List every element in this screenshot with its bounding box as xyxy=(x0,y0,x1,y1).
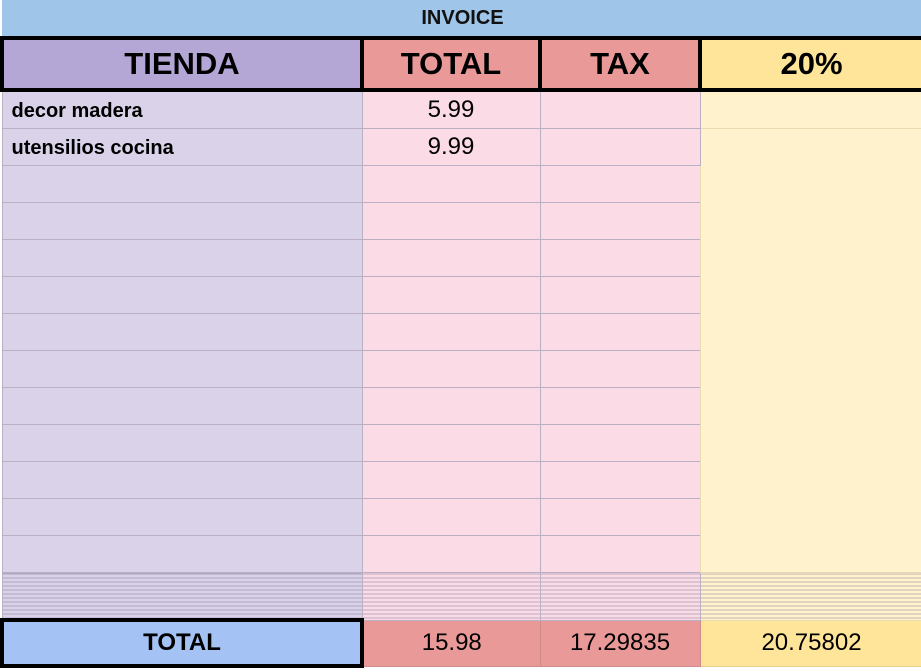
empty-cell[interactable] xyxy=(1,239,363,277)
empty-row xyxy=(1,202,921,240)
empty-cell[interactable] xyxy=(539,239,701,277)
empty-cell[interactable] xyxy=(539,498,701,536)
header-total[interactable]: TOTAL xyxy=(360,36,542,92)
empty-row xyxy=(1,424,921,462)
empty-cell[interactable] xyxy=(361,424,541,462)
title-row: INVOICE xyxy=(2,0,921,38)
header-row: TIENDA TOTAL TAX 20% xyxy=(0,36,921,92)
totals-percent[interactable]: 20.75802 xyxy=(699,619,921,667)
hidden-rows-cell[interactable] xyxy=(539,572,701,621)
hidden-rows-cell[interactable] xyxy=(361,572,541,621)
hidden-rows xyxy=(1,572,921,621)
empty-cell[interactable] xyxy=(539,535,701,573)
empty-cell[interactable] xyxy=(1,498,363,536)
empty-cell[interactable] xyxy=(539,424,701,462)
hidden-rows-cell[interactable] xyxy=(699,572,921,621)
empty-cell[interactable] xyxy=(361,535,541,573)
empty-row xyxy=(1,535,921,573)
cell-tax[interactable] xyxy=(539,89,701,129)
empty-cell[interactable] xyxy=(1,461,363,499)
cell-tienda[interactable]: utensilios cocina xyxy=(1,128,363,166)
empty-cell[interactable] xyxy=(1,313,363,351)
empty-row xyxy=(1,498,921,536)
hidden-rows-cell[interactable] xyxy=(1,572,363,621)
totals-label[interactable]: TOTAL xyxy=(0,618,364,668)
empty-cell[interactable] xyxy=(539,276,701,314)
header-tax[interactable]: TAX xyxy=(538,36,702,92)
cell-tax[interactable] xyxy=(539,128,701,166)
table-row: utensilios cocina 9.99 xyxy=(1,128,921,573)
empty-cell[interactable] xyxy=(539,387,701,425)
cell-total[interactable]: 9.99 xyxy=(361,128,541,166)
empty-cell[interactable] xyxy=(1,276,363,314)
empty-row xyxy=(1,461,921,499)
empty-cell[interactable] xyxy=(1,350,363,388)
totals-row: TOTAL 15.98 17.29835 20.75802 xyxy=(0,618,921,668)
cell-tienda[interactable]: decor madera xyxy=(1,89,363,129)
header-percent[interactable]: 20% xyxy=(698,36,921,92)
empty-cell[interactable] xyxy=(361,350,541,388)
empty-cell[interactable] xyxy=(1,202,363,240)
header-tienda[interactable]: TIENDA xyxy=(0,36,364,92)
empty-cell[interactable] xyxy=(539,165,701,203)
empty-cell[interactable] xyxy=(539,461,701,499)
empty-cell[interactable] xyxy=(1,165,363,203)
empty-cell[interactable] xyxy=(1,535,363,573)
empty-cell[interactable] xyxy=(361,276,541,314)
empty-cell[interactable] xyxy=(361,387,541,425)
empty-cell[interactable] xyxy=(539,202,701,240)
totals-total[interactable]: 15.98 xyxy=(361,619,541,667)
empty-row xyxy=(1,276,921,314)
empty-cell[interactable] xyxy=(539,350,701,388)
empty-cell[interactable] xyxy=(361,498,541,536)
empty-cell[interactable] xyxy=(1,387,363,425)
empty-row xyxy=(1,350,921,388)
empty-row xyxy=(1,387,921,425)
totals-tax[interactable]: 17.29835 xyxy=(539,619,701,667)
empty-cell[interactable] xyxy=(361,239,541,277)
empty-row xyxy=(1,239,921,277)
empty-cell[interactable] xyxy=(361,202,541,240)
cell-percent-merged[interactable] xyxy=(699,128,921,573)
invoice-title[interactable]: INVOICE xyxy=(2,0,921,38)
empty-row xyxy=(1,313,921,351)
table-row: decor madera 5.99 xyxy=(1,89,921,129)
cell-percent[interactable] xyxy=(699,89,921,129)
empty-cell[interactable] xyxy=(361,165,541,203)
empty-cell[interactable] xyxy=(361,313,541,351)
cell-total[interactable]: 5.99 xyxy=(361,89,541,129)
empty-cell[interactable] xyxy=(1,424,363,462)
empty-cell[interactable] xyxy=(539,313,701,351)
empty-cell[interactable] xyxy=(361,461,541,499)
